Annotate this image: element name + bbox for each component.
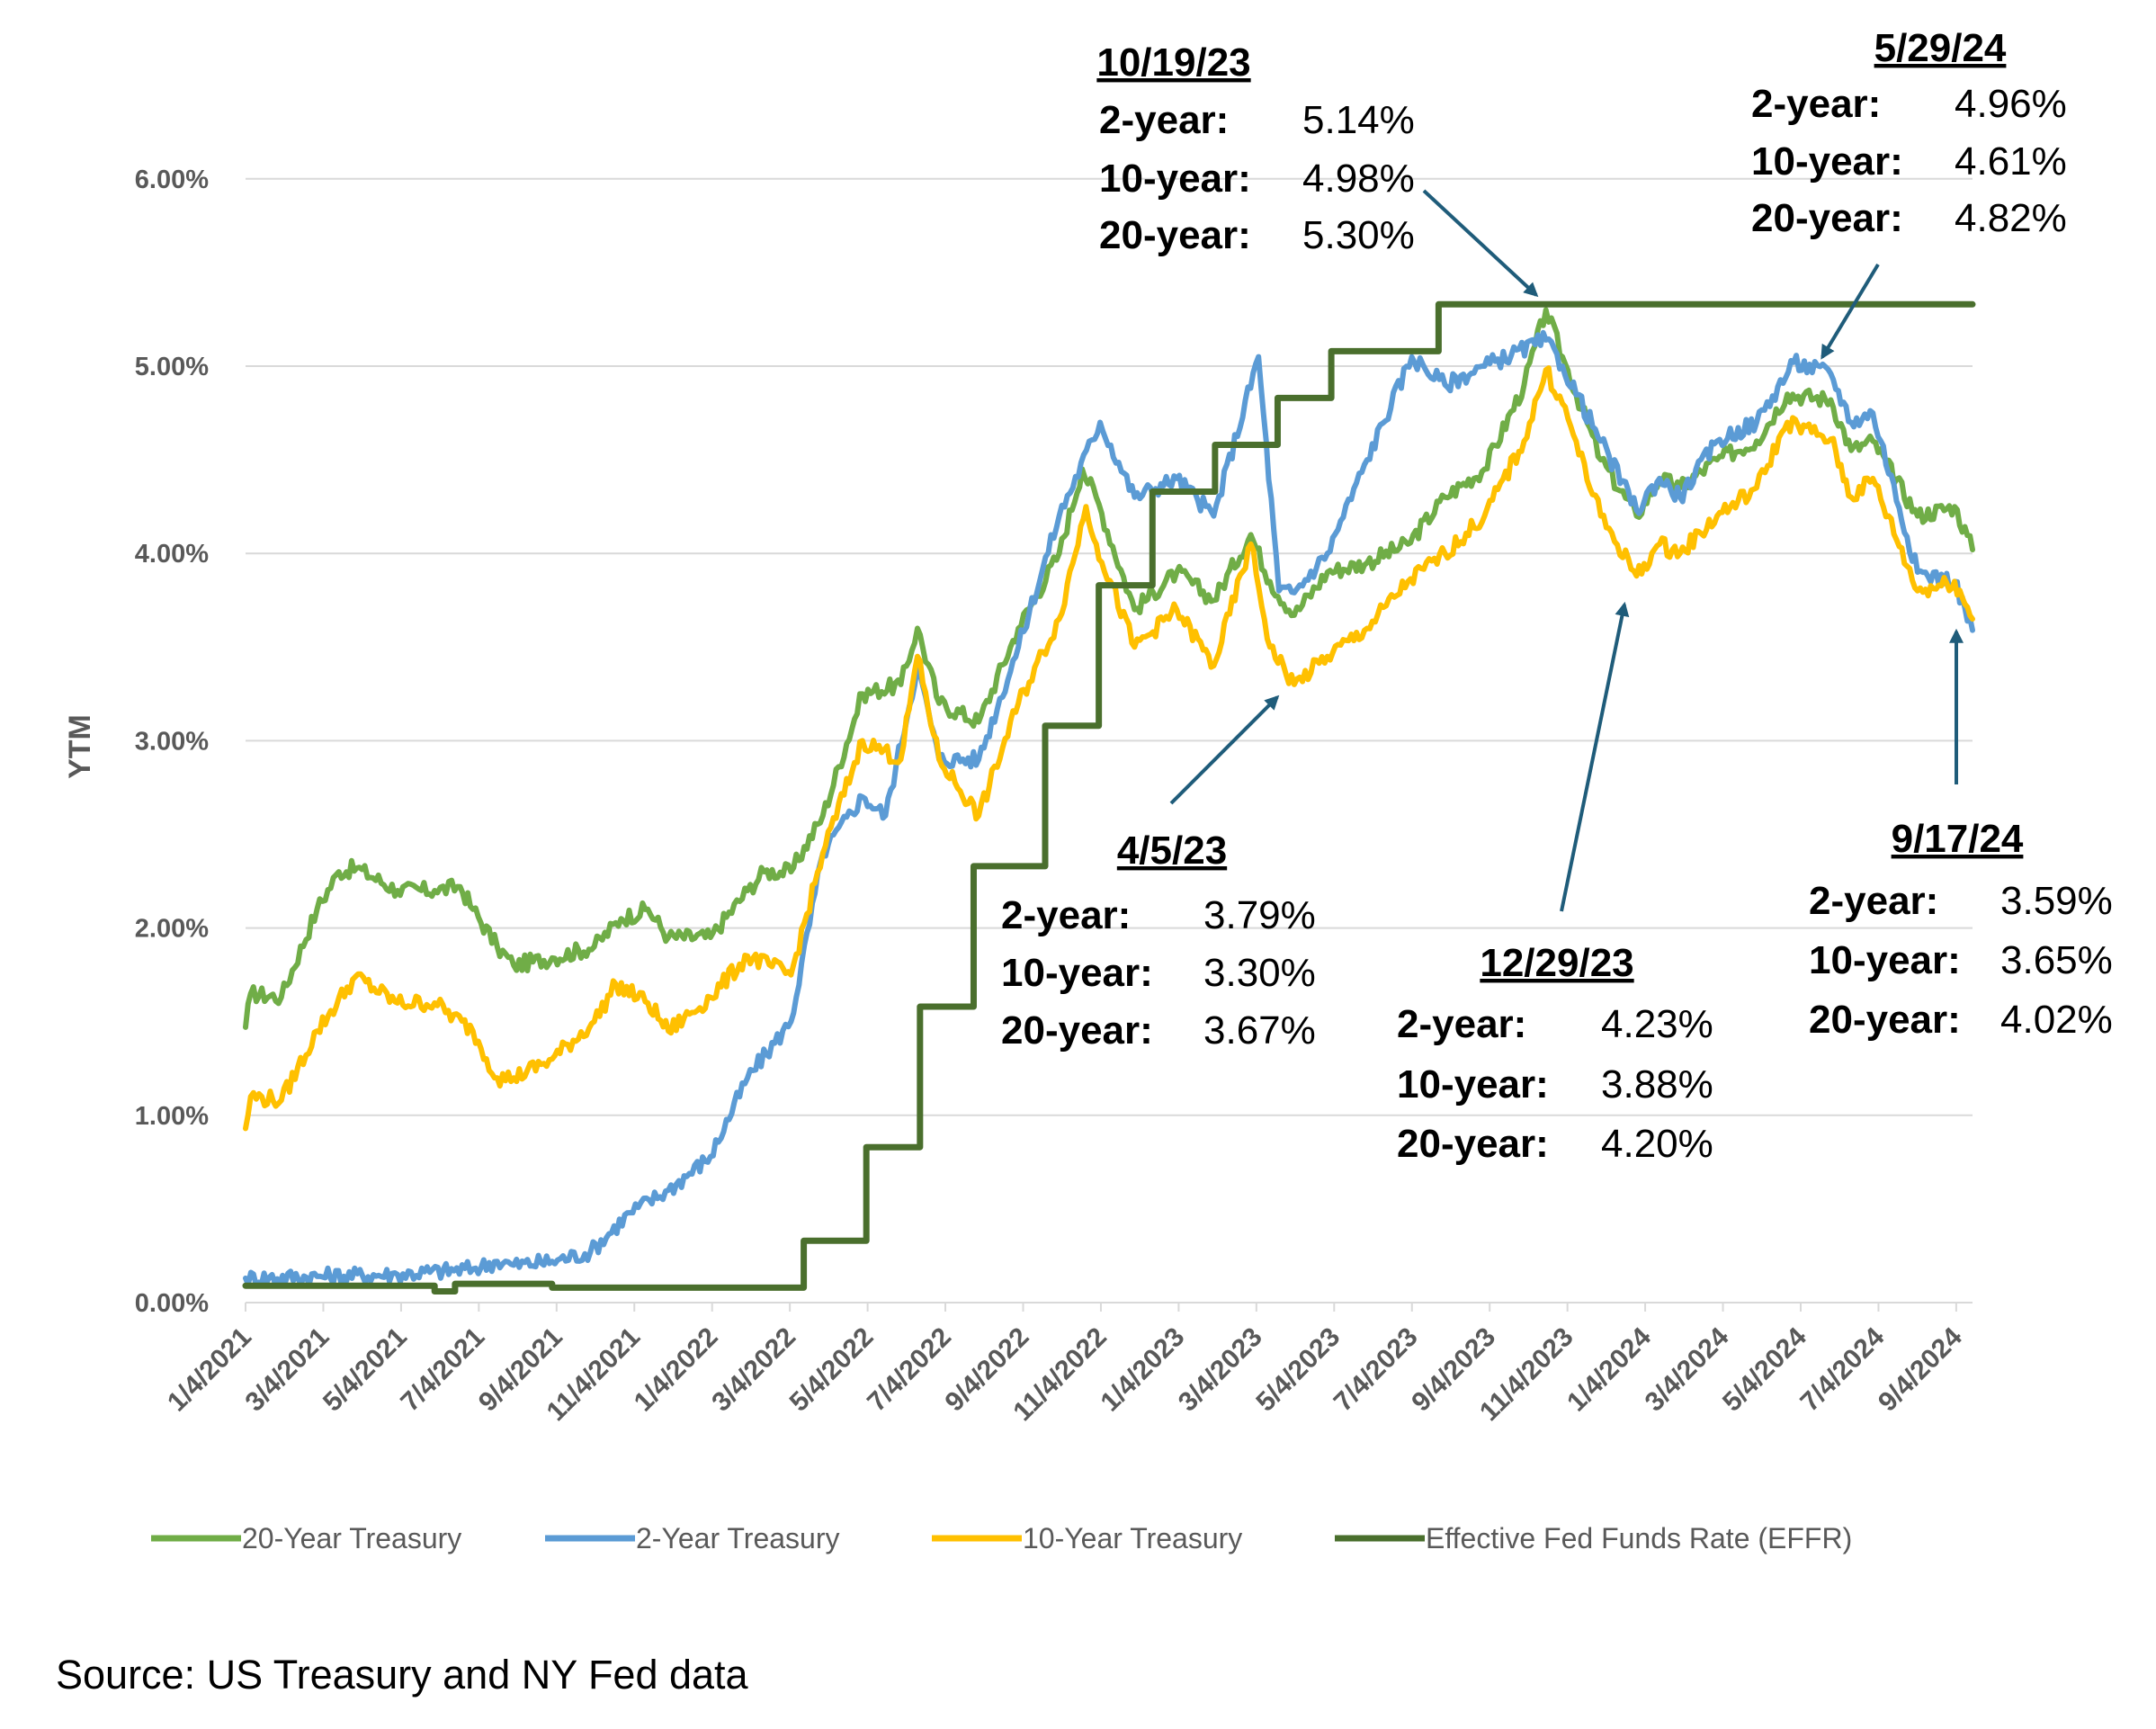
x-tick-label: 3/4/2024	[1640, 1321, 1735, 1417]
series-lines	[242, 300, 1976, 1295]
gridlines	[246, 177, 1973, 1303]
annotation-arrow	[1422, 189, 1539, 298]
x-tick-label: 5/4/2021	[318, 1322, 413, 1418]
annotation-label: 20-year:	[1397, 1122, 1549, 1166]
y-axis-ticks: 0.00% 1.00% 2.00% 3.00% 4.00% 5.00% 6.00%	[135, 166, 209, 1318]
annotation-value: 3.79%	[1203, 893, 1316, 937]
x-tick-label: 3/4/2021	[239, 1322, 335, 1418]
y-tick-label: 4.00%	[135, 540, 209, 569]
annotation-label: 2-year:	[1397, 1002, 1526, 1046]
annotation-label: 20-year:	[1751, 196, 1903, 240]
x-tick-label: 7/4/2022	[862, 1322, 957, 1418]
annotation-date: 10/19/23	[1096, 40, 1250, 85]
legend-label: Effective Fed Funds Rate (EFFR)	[1426, 1522, 1852, 1554]
x-tick-label: 1/4/2023	[1095, 1322, 1190, 1418]
annotation-date: 12/29/23	[1480, 941, 1633, 985]
legend-item: Effective Fed Funds Rate (EFFR)	[1335, 1522, 1852, 1554]
y-tick-label: 3.00%	[135, 727, 209, 756]
annotation-label: 2-year:	[1809, 879, 1938, 923]
annotation-4-5-23: 4/5/23 2-year: 3.79% 10-year: 3.30% 20-year: 3…	[1001, 829, 1316, 1053]
annotation-label: 20-year:	[1001, 1008, 1153, 1053]
annotation-value: 3.59%	[2000, 879, 2113, 923]
annotation-value: 3.30%	[1203, 951, 1316, 995]
legend-item: 20-Year Treasury	[151, 1522, 461, 1554]
annotation-value: 4.02%	[2000, 998, 2113, 1042]
annotation-10-19-23: 10/19/23 2-year: 5.14% 10-year: 4.98% 20-year…	[1096, 40, 1414, 257]
annotations: 10/19/23 2-year: 5.14% 10-year: 4.98% 20-year…	[1001, 26, 2113, 1166]
annotation-label: 20-year:	[1099, 213, 1251, 257]
annotation-9-17-24: 9/17/24 2-year: 3.59% 10-year: 3.65% 20-year:…	[1809, 817, 2113, 1042]
annotation-value: 4.20%	[1601, 1122, 1713, 1166]
annotation-label: 10-year:	[1397, 1062, 1549, 1106]
x-tick-label: 7/4/2021	[395, 1322, 490, 1418]
annotation-label: 20-year:	[1809, 998, 1961, 1042]
annotation-arrow	[1169, 694, 1280, 805]
annotation-label: 2-year:	[1001, 893, 1131, 937]
x-tick-label: 5/4/2023	[1250, 1322, 1346, 1418]
y-axis-label: YTM	[63, 714, 97, 779]
legend-item: 2-Year Treasury	[545, 1522, 839, 1554]
annotation-date: 4/5/23	[1117, 829, 1227, 873]
legend-label: 2-Year Treasury	[636, 1522, 839, 1554]
annotation-label: 2-year:	[1751, 82, 1881, 126]
annotation-arrows	[1169, 189, 1964, 912]
series-line-2-year-treasury	[243, 329, 1975, 1288]
annotation-value: 4.23%	[1601, 1002, 1713, 1046]
annotation-12-29-23: 12/29/23 2-year: 4.23% 10-year: 3.88% 20-year…	[1397, 941, 1713, 1166]
annotation-value: 4.98%	[1302, 157, 1415, 201]
annotation-arrow	[1821, 263, 1880, 360]
x-tick-label: 1/4/2021	[162, 1322, 257, 1418]
y-tick-label: 0.00%	[135, 1289, 209, 1318]
legend-label: 20-Year Treasury	[242, 1522, 461, 1554]
series-line-effective-fed-funds-rate-effr-	[242, 300, 1976, 1295]
annotation-label: 10-year:	[1001, 951, 1153, 995]
x-tick-label: 5/4/2022	[784, 1322, 880, 1418]
annotation-label: 10-year:	[1099, 157, 1251, 201]
y-tick-label: 2.00%	[135, 915, 209, 944]
annotation-label: 2-year:	[1099, 98, 1229, 142]
annotation-date: 5/29/24	[1874, 26, 2007, 70]
annotation-value: 4.96%	[1955, 82, 2067, 126]
x-tick-label: 9/4/2024	[1873, 1321, 1968, 1417]
x-tick-label: 5/4/2024	[1717, 1321, 1812, 1417]
annotation-date: 9/17/24	[1892, 817, 2024, 861]
legend-item: 10-Year Treasury	[932, 1522, 1242, 1554]
annotation-value: 3.88%	[1601, 1062, 1713, 1106]
annotation-value: 4.82%	[1955, 196, 2067, 240]
y-tick-label: 5.00%	[135, 353, 209, 381]
annotation-value: 5.14%	[1302, 98, 1415, 142]
annotation-value: 3.65%	[2000, 938, 2113, 982]
legend: 20-Year Treasury 2-Year Treasury 10-Year T…	[151, 1522, 1852, 1554]
y-tick-label: 6.00%	[135, 166, 209, 194]
annotation-label: 10-year:	[1809, 938, 1961, 982]
x-tick-label: 7/4/2024	[1794, 1321, 1890, 1417]
x-axis-ticks: 1/4/20213/4/20215/4/20217/4/20219/4/2021…	[162, 1303, 1968, 1427]
annotation-value: 4.61%	[1955, 139, 2067, 184]
x-tick-label: 1/4/2022	[629, 1322, 724, 1418]
x-tick-label: 3/4/2023	[1173, 1322, 1268, 1418]
legend-label: 10-Year Treasury	[1023, 1522, 1242, 1554]
annotation-5-29-24: 5/29/24 2-year: 4.96% 10-year: 4.61% 20-year:…	[1751, 26, 2067, 240]
annotation-arrow	[1560, 601, 1630, 912]
annotation-label: 10-year:	[1751, 139, 1903, 184]
annotation-value: 3.67%	[1203, 1008, 1316, 1053]
y-tick-label: 1.00%	[135, 1102, 209, 1131]
annotation-value: 5.30%	[1302, 213, 1415, 257]
source-note: Source: US Treasury and NY Fed data	[56, 1652, 748, 1698]
x-tick-label: 1/4/2024	[1561, 1321, 1657, 1417]
x-tick-label: 3/4/2022	[706, 1322, 801, 1418]
x-tick-label: 7/4/2023	[1328, 1322, 1424, 1418]
